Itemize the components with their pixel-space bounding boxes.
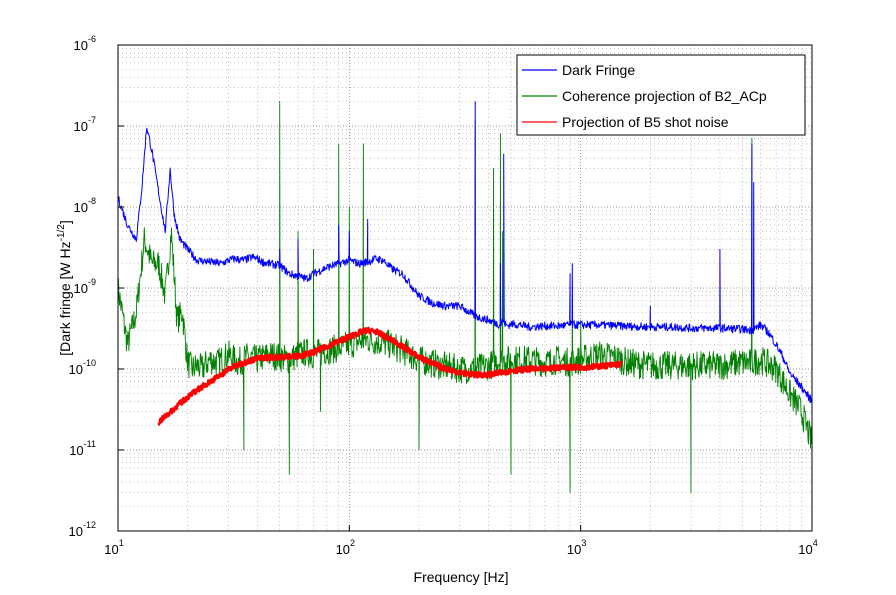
y-tick-label: 10-12 (69, 520, 96, 539)
y-tick-exponent: -7 (88, 115, 96, 125)
y-tick-label: 10-11 (69, 439, 96, 458)
y-axis-label: [Dark fringe [W Hz-1/2] (56, 220, 73, 355)
y-tick-label: 10-7 (74, 115, 96, 134)
x-tick-exponent: 3 (581, 538, 586, 548)
series-line-dark-fringe (118, 101, 812, 403)
y-tick-base: 10 (69, 443, 83, 458)
y-axis-label-base: [Dark fringe [W Hz (57, 241, 73, 355)
y-tick-base: 10 (74, 281, 88, 296)
y-tick-exponent: -6 (88, 34, 96, 44)
y-tick-base: 10 (69, 362, 83, 377)
x-tick-base: 10 (336, 542, 350, 557)
y-axis-label-tail: ] (57, 220, 73, 224)
x-tick-exponent: 1 (119, 538, 124, 548)
y-tick-label: 10-10 (69, 358, 96, 377)
x-tick-label: 103 (567, 538, 586, 557)
x-tick-exponent: 4 (813, 538, 818, 548)
x-tick-base: 10 (798, 542, 812, 557)
x-tick-base: 10 (104, 542, 118, 557)
y-tick-exponent: -11 (84, 439, 96, 449)
x-tick-label: 102 (336, 538, 355, 557)
y-tick-base: 10 (74, 200, 88, 215)
legend: Dark Fringe Coherence projection of B2_AC… (516, 54, 806, 136)
x-tick-label: 104 (798, 538, 817, 557)
legend-label-coherence-b2-acp: Coherence projection of B2_ACp (562, 88, 767, 104)
x-tick-label: 101 (104, 538, 123, 557)
y-tick-exponent: -12 (83, 520, 96, 530)
y-tick-label: 10-8 (74, 196, 96, 215)
y-tick-exponent: -10 (83, 358, 96, 368)
y-tick-exponent: -9 (88, 277, 96, 287)
x-axis-label: Frequency [Hz] (414, 569, 509, 585)
y-axis-label-exponent: -1/2 (56, 224, 67, 242)
y-tick-base: 10 (74, 119, 88, 134)
legend-label-b5-shot-noise: Projection of B5 shot noise (562, 114, 729, 130)
x-tick-exponent: 2 (350, 538, 355, 548)
y-tick-base: 10 (69, 524, 83, 539)
series-layer (118, 101, 812, 493)
y-tick-base: 10 (74, 38, 88, 53)
x-axis-ticks: 101 102 103 104 (104, 525, 818, 557)
y-tick-label: 10-9 (74, 277, 96, 296)
legend-label-dark-fringe: Dark Fringe (562, 62, 635, 78)
legend-box (516, 54, 806, 136)
y-tick-label: 10-6 (74, 34, 96, 53)
series-line-b5-shot-noise (157, 326, 623, 426)
x-tick-base: 10 (567, 542, 581, 557)
y-tick-exponent: -8 (88, 196, 96, 206)
